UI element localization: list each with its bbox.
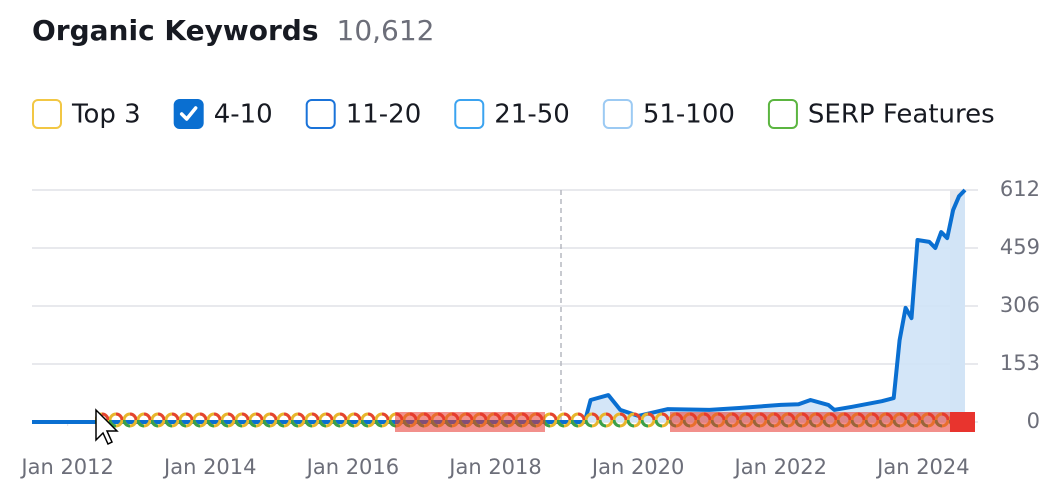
checkbox [767, 99, 798, 129]
checkbox [32, 99, 62, 129]
x-tick-label: Jan 2014 [162, 455, 257, 479]
legend-label: 21-50 [494, 100, 570, 130]
legend-label: 51-100 [643, 100, 735, 130]
legend-label: 11-20 [346, 100, 422, 130]
legend-item[interactable]: 4-10 [173, 99, 273, 130]
legend-item[interactable]: 11-20 [305, 99, 422, 130]
legend-item[interactable]: Top 3 [32, 99, 141, 130]
x-tick-label: Jan 2022 [733, 455, 828, 479]
x-tick-label: Jan 2020 [590, 455, 685, 479]
legend: Top 3 4-10 11-20 21-50 51-100 SERP Features [32, 99, 995, 130]
serp-event-icons [395, 412, 545, 432]
checkbox [454, 99, 485, 129]
x-tick-label: Jan 2012 [19, 455, 114, 479]
keyword-count: 10,612 [337, 14, 435, 47]
legend-label: 4-10 [214, 100, 273, 130]
legend-item[interactable]: SERP Features [767, 99, 995, 130]
mouse-cursor [95, 408, 119, 446]
checkbox [305, 99, 336, 129]
legend-item[interactable]: 21-50 [454, 99, 570, 130]
y-tick-label: 0 [1027, 409, 1040, 433]
legend-label: Top 3 [71, 100, 141, 130]
legend-item[interactable]: 51-100 [602, 99, 735, 130]
x-tick-label: Jan 2016 [305, 455, 400, 479]
y-tick-label: 612 [1000, 177, 1040, 201]
checkmark [179, 106, 198, 121]
x-tick-label: Jan 2024 [875, 455, 970, 479]
y-tick-label: 306 [1000, 293, 1040, 317]
checkbox [602, 99, 633, 129]
serp-event-icons [670, 412, 950, 432]
serp-event-icons [950, 412, 975, 432]
title: Organic Keywords [32, 14, 319, 47]
y-tick-label: 153 [1000, 351, 1040, 375]
legend-label: SERP Features [808, 100, 995, 130]
grid: 0 153 306 459 612 Jan 2012 Jan 2014 Jan 2016 Jan… [19, 177, 1040, 479]
x-tick-label: Jan 2018 [447, 455, 542, 479]
y-tick-label: 459 [1000, 235, 1040, 259]
